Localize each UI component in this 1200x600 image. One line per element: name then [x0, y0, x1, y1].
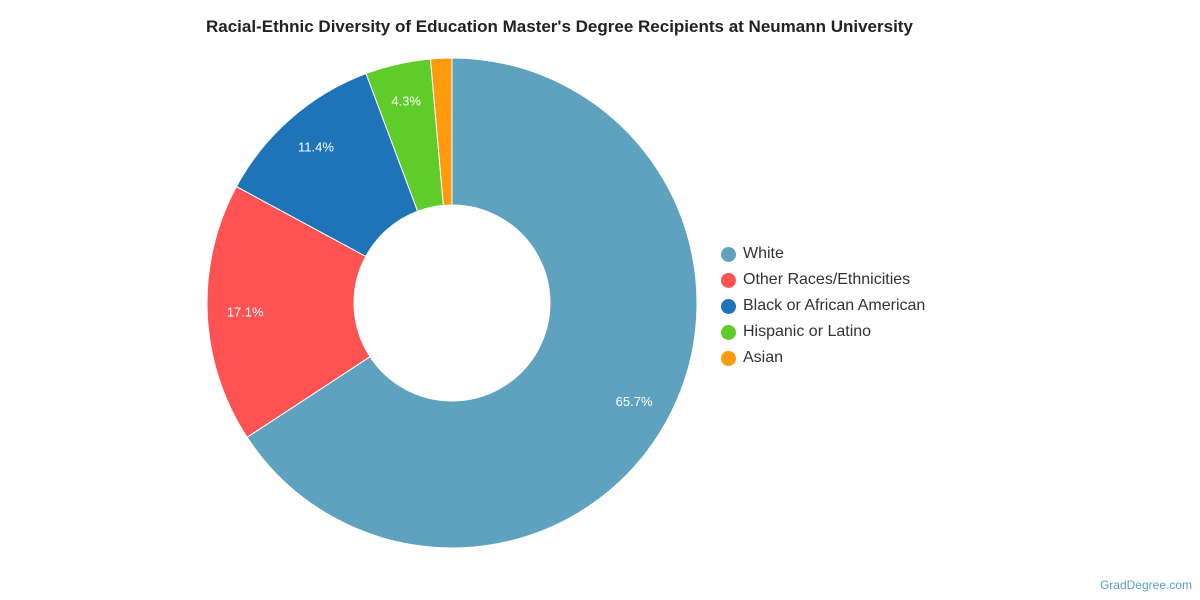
slice-label-black-or-african-american: 11.4%	[298, 139, 334, 154]
legend: White Other Races/Ethnicities Black or Afr…	[721, 241, 925, 371]
slice-white[interactable]	[246, 57, 698, 549]
legend-swatch-icon	[721, 324, 736, 340]
site-credit-link[interactable]: GradDegree.com	[1099, 578, 1192, 592]
slice-asian[interactable]	[429, 57, 453, 206]
slice-labels-group: 65.7% 17.1% 11.4% 4.3%	[227, 94, 653, 409]
legend-label: White	[743, 245, 784, 262]
legend-swatch-icon	[721, 272, 736, 288]
slice-label-other-races-ethnicities: 17.1%	[227, 304, 264, 319]
legend-item-black-or-african-american[interactable]: Black or African American	[721, 293, 925, 319]
slice-black-or-african-american[interactable]	[235, 72, 419, 258]
legend-swatch-icon	[721, 350, 736, 366]
legend-label: Asian	[743, 349, 784, 366]
legend-swatch-icon	[721, 298, 736, 314]
legend-label: Black or African American	[743, 297, 926, 314]
legend-item-white[interactable]: White	[721, 241, 925, 267]
chart-title: Racial-Ethnic Diversity of Education Mas…	[206, 17, 913, 36]
legend-swatch-icon	[721, 246, 736, 262]
slice-label-hispanic-or-latino: 4.3%	[391, 94, 421, 109]
legend-item-hispanic-or-latino[interactable]: Hispanic or Latino	[721, 319, 925, 345]
slice-other-races-ethnicities[interactable]	[206, 185, 371, 439]
slices-group	[206, 57, 698, 549]
legend-item-other-races-ethnicities[interactable]: Other Races/Ethnicities	[721, 267, 925, 293]
slice-label-white: 65.7%	[616, 394, 653, 409]
legend-item-asian[interactable]: Asian	[721, 345, 925, 371]
legend-label: Other Races/Ethnicities	[743, 271, 911, 288]
legend-label: Hispanic or Latino	[743, 323, 872, 340]
